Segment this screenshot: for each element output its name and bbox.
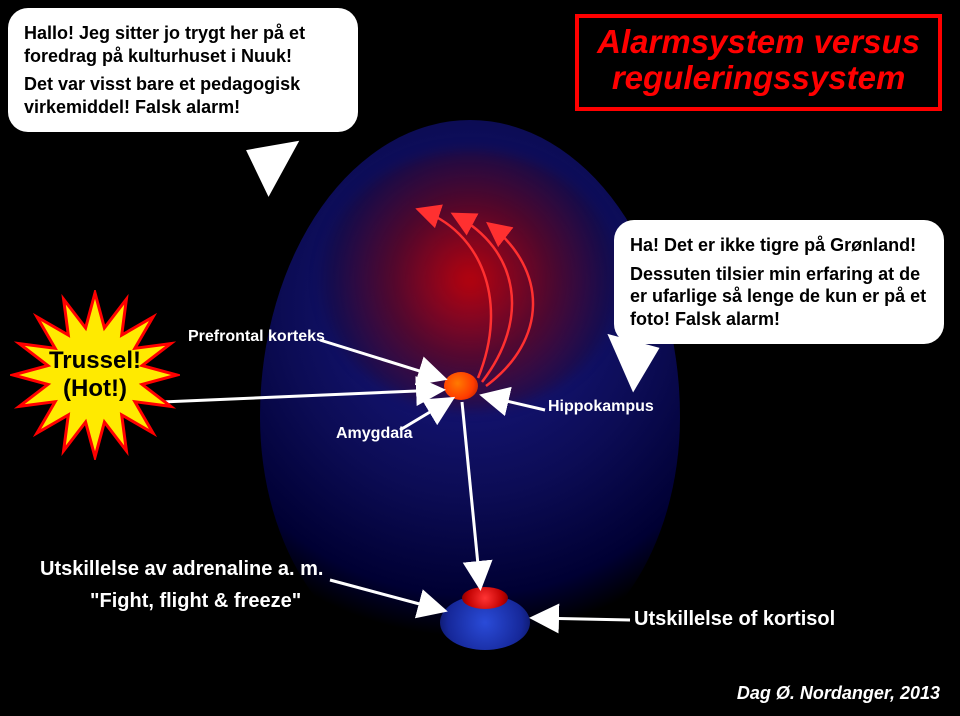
label-adrenaline-2: "Fight, flight & freeze"	[90, 590, 301, 613]
title-line2: reguleringssystem	[597, 60, 920, 96]
bubble-left-tail	[246, 141, 308, 200]
label-prefrontal: Prefrontal korteks	[188, 328, 325, 346]
speech-bubble-left: Hallo! Jeg sitter jo trygt her på et for…	[8, 8, 358, 132]
bubble-right-p1: Ha! Det er ikke tigre på Grønland!	[630, 234, 928, 257]
label-amygdala: Amygdala	[336, 425, 412, 443]
speech-bubble-right: Ha! Det er ikke tigre på Grønland! Dessu…	[614, 220, 944, 344]
label-hippocampus: Hippokampus	[548, 398, 654, 416]
burst-line2: (Hot!)	[63, 375, 127, 403]
adrenal-gland	[462, 587, 508, 609]
amygdala-node	[444, 372, 478, 400]
title-box: Alarmsystem versus reguleringssystem	[575, 14, 942, 111]
label-cortisol: Utskillelse of kortisol	[634, 608, 835, 631]
threat-starburst: Trussel! (Hot!)	[10, 290, 180, 460]
title-line1: Alarmsystem versus	[597, 24, 920, 60]
bubble-right-p2: Dessuten tilsier min erfaring at de er u…	[630, 263, 928, 331]
credit-text: Dag Ø. Nordanger, 2013	[737, 683, 940, 704]
label-adrenaline-1: Utskillelse av adrenaline a. m.	[40, 558, 323, 581]
burst-line1: Trussel!	[49, 347, 141, 375]
bubble-left-p2: Det var visst bare et pedagogisk virkemi…	[24, 73, 342, 118]
bubble-left-p1: Hallo! Jeg sitter jo trygt her på et for…	[24, 22, 342, 67]
brain-glow	[320, 150, 620, 410]
